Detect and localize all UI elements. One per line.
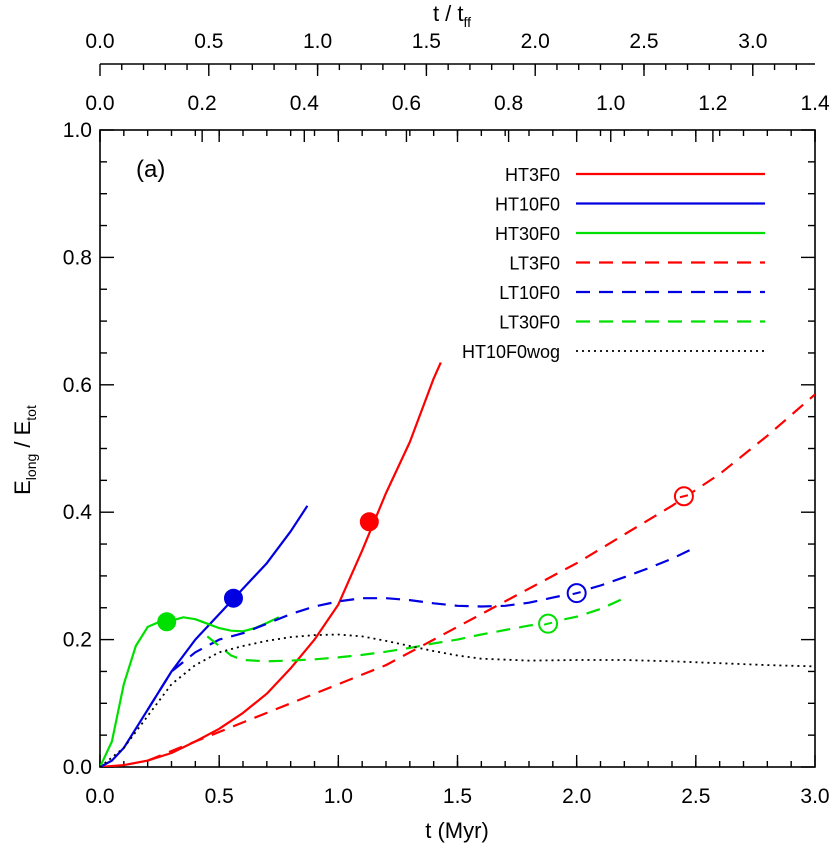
y-tick-label-0: 0.0 (63, 756, 92, 779)
series-line-HT10F0wog (100, 633, 815, 767)
top1-tick-label-4: 0.8 (494, 92, 523, 115)
x-tick-label-0: 0.0 (85, 785, 114, 808)
series-line-LT3F0 (147, 393, 815, 762)
series-line-HT3F0 (100, 362, 442, 767)
x-tick-label-5: 2.5 (681, 785, 710, 808)
x-tick-label-3: 1.5 (443, 785, 472, 808)
y-axis-title: Elong / Etot (10, 405, 39, 495)
legend-label-HT3F0: HT3F0 (505, 165, 560, 185)
top1-tick-label-7: 1.4 (800, 92, 830, 115)
x-tick-label-1: 0.5 (205, 785, 234, 808)
series-marker-bar-LT30F0 (543, 621, 553, 626)
series-line-LT30F0 (206, 597, 625, 663)
top1-tick-label-2: 0.4 (290, 92, 320, 115)
top1-tick-label-5: 1.0 (596, 92, 625, 115)
top2-tick-label-4: 2.0 (521, 30, 550, 53)
top2-tick-label-1: 0.5 (194, 30, 223, 53)
legend-label-HT10F0: HT10F0 (495, 195, 560, 215)
series-marker-HT30F0 (157, 612, 177, 632)
y-tick-label-4: 0.8 (63, 246, 92, 269)
series-marker-HT10F0 (223, 588, 243, 608)
series-marker-bar-LT3F0 (679, 494, 689, 499)
top1-tick-label-1: 0.2 (188, 92, 217, 115)
legend-label-HT30F0: HT30F0 (495, 224, 560, 244)
legend-label-LT10F0: LT10F0 (499, 283, 560, 303)
y-tick-label-2: 0.4 (63, 501, 93, 524)
x-tick-label-2: 1.0 (324, 785, 353, 808)
y-tick-label-5: 1.0 (63, 119, 92, 142)
y-tick-label-3: 0.6 (63, 374, 92, 397)
series-line-LT10F0 (146, 546, 697, 711)
top-axis-2-title: t / tff (433, 1, 471, 30)
series-line-HT30F0 (100, 616, 280, 767)
y-tick-label-1: 0.2 (63, 629, 92, 652)
x-axis-title: t (Myr) (425, 818, 489, 843)
panel-label: (a) (136, 156, 165, 183)
top1-tick-label-3: 0.6 (392, 92, 421, 115)
top2-tick-label-5: 2.5 (629, 30, 658, 53)
legend-label-LT3F0: LT3F0 (509, 254, 560, 274)
top2-tick-label-0: 0.0 (85, 30, 114, 53)
top1-tick-label-0: 0.0 (85, 92, 114, 115)
top2-tick-label-6: 3.0 (738, 30, 767, 53)
top2-tick-label-2: 1.0 (303, 30, 332, 53)
top1-tick-label-6: 1.2 (698, 92, 727, 115)
series-marker-bar-LT10F0 (572, 591, 581, 596)
series-line-HT10F0 (100, 505, 309, 767)
legend-label-LT30F0: LT30F0 (499, 313, 560, 333)
top2-tick-label-3: 1.5 (412, 30, 441, 53)
plot-frame (99, 129, 816, 768)
series-marker-HT3F0 (359, 512, 379, 532)
x-tick-label-4: 2.0 (562, 785, 591, 808)
x-tick-label-6: 3.0 (800, 785, 829, 808)
legend-label-HT10F0wog: HT10F0wog (462, 342, 560, 362)
